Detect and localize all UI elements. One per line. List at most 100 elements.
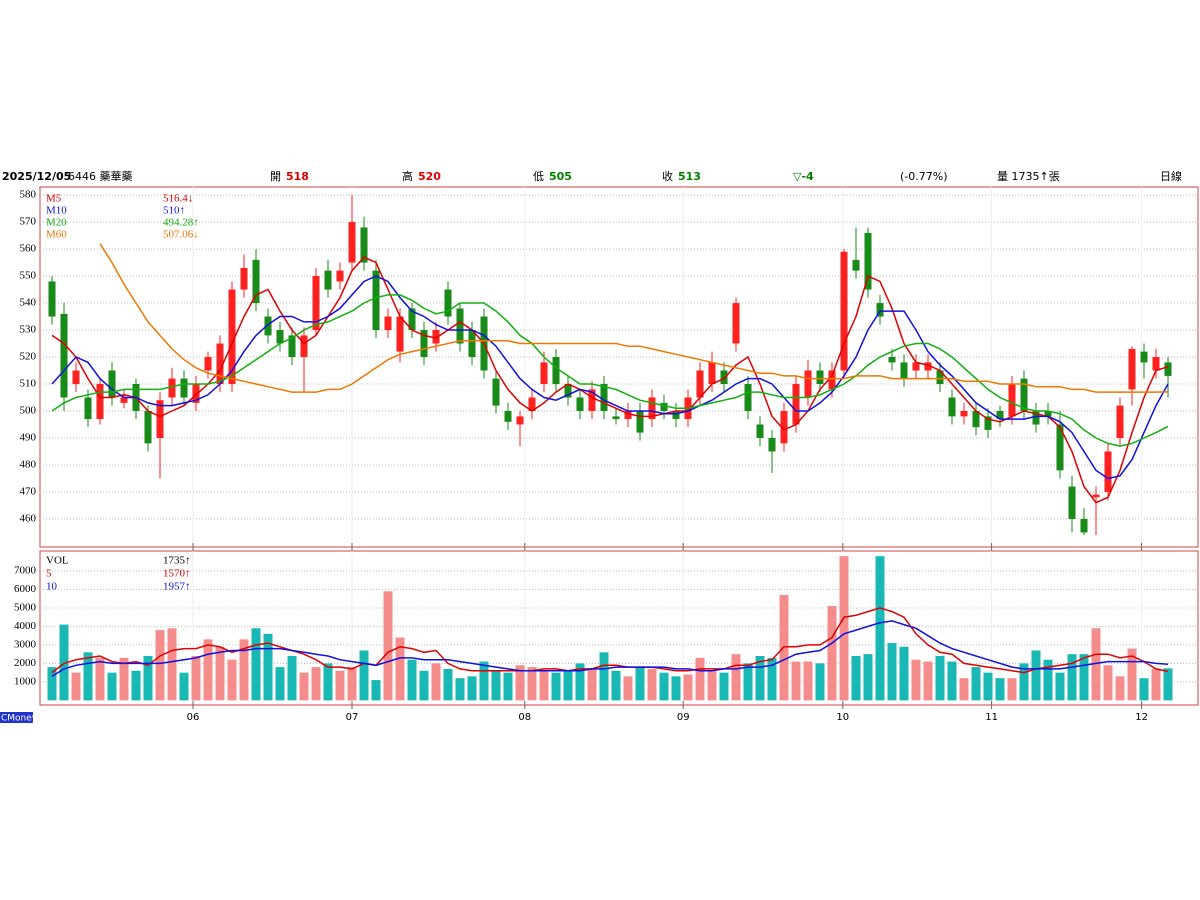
candle-body: [288, 335, 296, 358]
volume-bar: [167, 628, 177, 701]
y-tick-label: 470: [20, 485, 37, 497]
candle-body: [960, 410, 968, 417]
legend-name: M60: [46, 229, 67, 241]
candle-body: [828, 370, 836, 390]
ma-line: [51, 294, 1169, 447]
volume-bar: [1007, 678, 1017, 701]
volume-bar: [1043, 659, 1053, 701]
volume-bar: [455, 678, 465, 701]
candle-body: [1128, 348, 1136, 390]
volume-bar: [1067, 654, 1077, 701]
legend-value: 507.06↓: [163, 229, 199, 241]
volume-bar: [623, 676, 633, 701]
volume-bar: [587, 668, 597, 701]
volume-bar: [59, 624, 69, 701]
candle-body: [204, 357, 212, 371]
volume-bar: [767, 657, 777, 701]
volume-bar: [419, 670, 429, 701]
volume-bar: [503, 672, 513, 701]
header-value: 520: [418, 170, 441, 183]
x-tick-label: 07: [346, 712, 359, 723]
candle-body: [852, 259, 860, 271]
y-tick-label: 5000: [14, 601, 37, 613]
candle-body: [780, 410, 788, 444]
volume-bar: [923, 661, 933, 701]
period: 日線: [1160, 169, 1182, 183]
x-tick-label: 08: [518, 712, 531, 723]
volume-bar: [527, 667, 537, 701]
y-tick-label: 560: [20, 243, 37, 255]
volume-bar: [995, 678, 1005, 701]
header-label: 高: [402, 169, 413, 183]
volume-bar: [647, 668, 657, 701]
candle-body: [60, 313, 68, 398]
y-tick-label: 500: [20, 405, 37, 417]
candle-body: [84, 397, 92, 420]
candle-body: [216, 343, 224, 385]
legend-name: M10: [46, 205, 67, 217]
y-tick-label: 480: [20, 458, 37, 470]
volume-bar: [851, 656, 861, 701]
candle-body: [1008, 384, 1016, 417]
volume-bar: [71, 672, 81, 701]
volume-bar: [227, 659, 237, 701]
volume-bar: [47, 667, 57, 701]
y-tick-label: 540: [20, 297, 37, 309]
candle-body: [240, 267, 248, 290]
legend-name: M5: [46, 193, 62, 205]
candle-body: [696, 370, 704, 398]
candle-body: [672, 410, 680, 420]
volume-bar: [743, 663, 753, 701]
candle-body: [492, 378, 500, 406]
legend-value: 510↑: [163, 205, 185, 217]
volume-bar: [407, 659, 417, 701]
candle-body: [336, 270, 344, 282]
ma-line: [51, 620, 1169, 677]
candle-body: [576, 397, 584, 411]
watermark: CMoney: [1, 714, 38, 724]
candle-body: [612, 416, 620, 420]
volume-bar: [215, 646, 225, 701]
y-tick-label: 3000: [14, 638, 37, 650]
volume-bar: [707, 670, 717, 701]
candle-body: [420, 330, 428, 358]
candle-body: [804, 370, 812, 398]
candle-body: [252, 259, 260, 304]
candle-body: [744, 384, 752, 411]
candle-body: [168, 378, 176, 398]
candle-body: [444, 289, 452, 317]
volume-bar: [1019, 663, 1029, 701]
candle-body: [456, 308, 464, 344]
volume-bar: [299, 672, 309, 701]
candle-body: [360, 227, 368, 263]
candle-body: [1080, 518, 1088, 533]
volume-bar: [515, 665, 525, 701]
candle-body: [900, 362, 908, 379]
volume-bar: [683, 674, 693, 701]
volume-bar: [803, 661, 813, 701]
volume-frame: [39, 550, 1199, 706]
change-pct: (-0.77%): [900, 170, 948, 183]
candle-body: [948, 397, 956, 417]
candle-body: [504, 410, 512, 422]
volume-bar: [755, 656, 765, 701]
volume-bar: [191, 656, 201, 701]
candle-body: [768, 437, 776, 452]
header-value: 518: [286, 170, 309, 183]
candle-body: [552, 357, 560, 385]
volume-bar: [911, 659, 921, 701]
volume-bar: [563, 670, 573, 701]
volume-bar: [791, 661, 801, 701]
candle-body: [972, 410, 980, 428]
candle-body: [300, 335, 308, 358]
candle-body: [120, 397, 128, 403]
candle-body: [876, 303, 884, 317]
header-label: 收: [662, 169, 673, 183]
y-tick-label: 520: [20, 351, 37, 363]
volume-bar: [731, 654, 741, 701]
candle-body: [180, 378, 188, 398]
candle-body: [1104, 451, 1112, 492]
candle-body: [996, 410, 1004, 420]
candle-body: [660, 402, 668, 411]
candle-body: [1032, 410, 1040, 425]
